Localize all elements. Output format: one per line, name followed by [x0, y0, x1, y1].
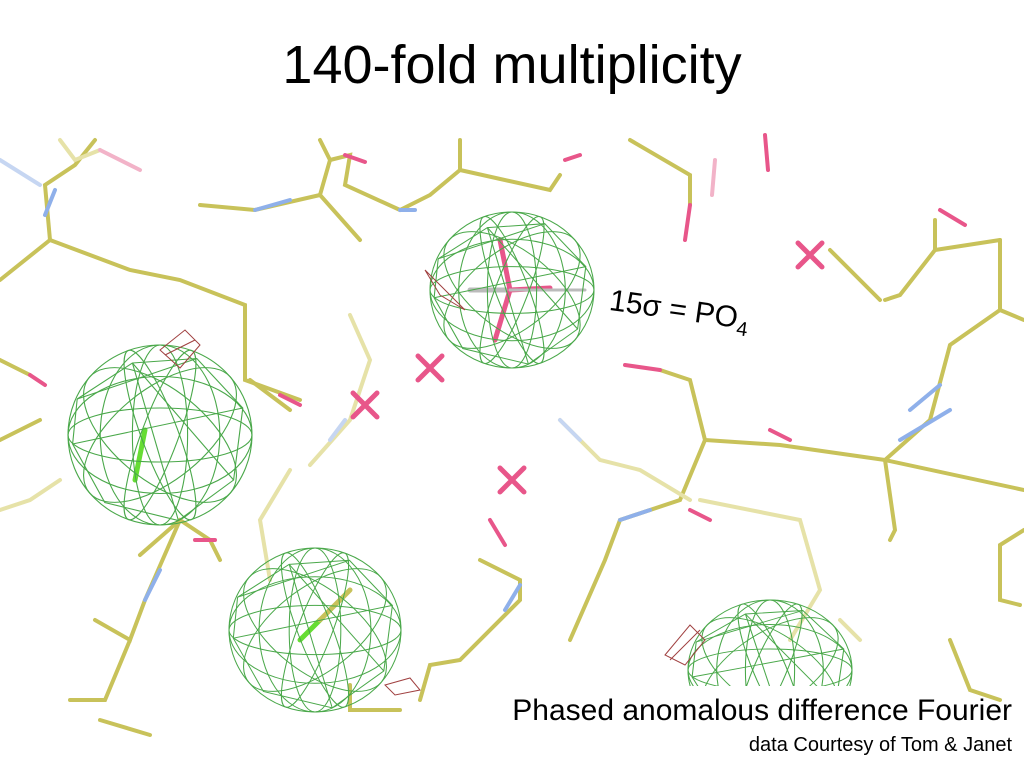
water-marks — [350, 240, 825, 495]
phosphate — [132, 237, 587, 643]
caption: Phased anomalous difference Fourier — [512, 694, 1012, 727]
slide-title: 140-fold multiplicity — [282, 35, 742, 95]
negative-peaks — [159, 269, 706, 696]
model-sticks — [0, 133, 1024, 737]
credit: data Courtesy of Tom & Janet — [748, 734, 1012, 756]
